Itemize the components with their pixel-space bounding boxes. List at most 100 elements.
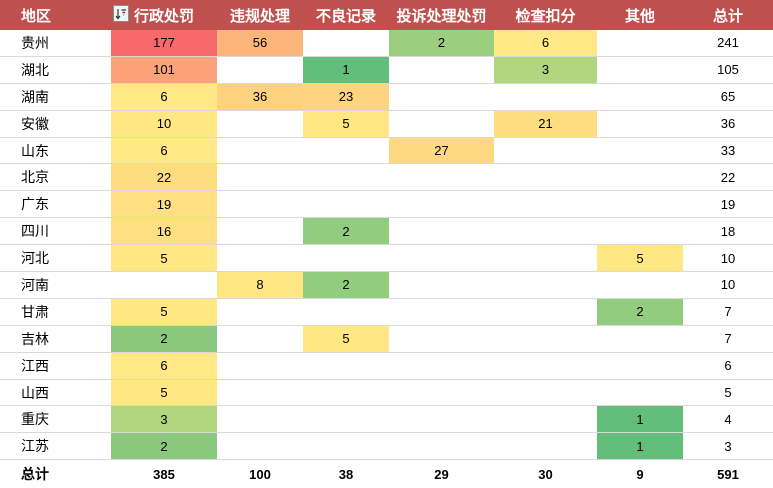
value-cell[interactable]	[303, 298, 389, 326]
column-header-administrative-penalty[interactable]: 行政处罚	[111, 0, 218, 30]
region-cell[interactable]: 甘肃	[0, 298, 111, 326]
value-cell[interactable]: 5	[111, 298, 217, 326]
value-cell[interactable]: 2	[389, 30, 494, 57]
value-cell[interactable]	[303, 137, 389, 165]
value-cell[interactable]	[597, 379, 683, 407]
column-header-violation-handling[interactable]: 违规处理	[217, 0, 304, 30]
region-header[interactable]: 地区	[0, 0, 129, 30]
value-cell[interactable]	[494, 217, 597, 246]
value-cell[interactable]: 23	[303, 83, 389, 111]
value-cell[interactable]	[389, 244, 494, 273]
region-cell[interactable]: 江西	[0, 352, 111, 380]
value-cell[interactable]: 5	[111, 379, 217, 407]
value-cell[interactable]	[217, 325, 303, 353]
value-cell[interactable]	[494, 244, 597, 273]
column-header-bad-record[interactable]: 不良记录	[303, 0, 390, 30]
value-cell[interactable]: 21	[494, 110, 597, 138]
value-cell[interactable]	[597, 30, 683, 57]
value-cell[interactable]	[389, 83, 494, 111]
value-cell[interactable]	[597, 163, 683, 192]
region-cell[interactable]: 河北	[0, 244, 111, 273]
row-total-cell[interactable]: 241	[683, 30, 773, 57]
row-total-cell[interactable]: 10	[683, 271, 773, 299]
value-cell[interactable]	[303, 405, 389, 434]
value-cell[interactable]	[303, 163, 389, 192]
row-total-cell[interactable]: 19	[683, 190, 773, 219]
grand-total-cell[interactable]: 38	[303, 459, 389, 488]
row-total-cell[interactable]: 65	[683, 83, 773, 111]
value-cell[interactable]: 2	[111, 432, 217, 461]
value-cell[interactable]	[303, 244, 389, 273]
value-cell[interactable]	[494, 271, 597, 299]
value-cell[interactable]: 3	[111, 405, 217, 434]
value-cell[interactable]	[494, 83, 597, 111]
value-cell[interactable]	[217, 405, 303, 434]
row-total-cell[interactable]: 7	[683, 298, 773, 326]
value-cell[interactable]: 2	[303, 217, 389, 246]
value-cell[interactable]	[389, 271, 494, 299]
value-cell[interactable]: 5	[303, 325, 389, 353]
value-cell[interactable]	[494, 432, 597, 461]
column-header-total[interactable]: 总计	[683, 0, 773, 30]
value-cell[interactable]	[389, 217, 494, 246]
sort-filter-icon[interactable]	[113, 5, 129, 22]
value-cell[interactable]: 2	[597, 298, 683, 326]
value-cell[interactable]: 1	[597, 405, 683, 434]
value-cell[interactable]: 5	[111, 244, 217, 273]
value-cell[interactable]: 36	[217, 83, 303, 111]
value-cell[interactable]: 22	[111, 163, 217, 192]
value-cell[interactable]	[494, 163, 597, 192]
value-cell[interactable]: 2	[303, 271, 389, 299]
value-cell[interactable]: 6	[494, 30, 597, 57]
value-cell[interactable]: 8	[217, 271, 303, 299]
value-cell[interactable]: 19	[111, 190, 217, 219]
value-cell[interactable]	[494, 298, 597, 326]
region-cell[interactable]: 重庆	[0, 405, 111, 434]
row-total-cell[interactable]: 33	[683, 137, 773, 165]
region-cell[interactable]: 江苏	[0, 432, 111, 461]
value-cell[interactable]	[303, 432, 389, 461]
value-cell[interactable]	[303, 30, 389, 57]
region-cell[interactable]: 广东	[0, 190, 111, 219]
row-total-cell[interactable]: 4	[683, 405, 773, 434]
value-cell[interactable]	[217, 379, 303, 407]
value-cell[interactable]: 1	[597, 432, 683, 461]
value-cell[interactable]	[389, 163, 494, 192]
region-cell[interactable]: 河南	[0, 271, 111, 299]
value-cell[interactable]	[217, 110, 303, 138]
value-cell[interactable]	[597, 83, 683, 111]
value-cell[interactable]	[494, 325, 597, 353]
grand-total-cell[interactable]: 30	[494, 459, 597, 488]
value-cell[interactable]	[494, 405, 597, 434]
value-cell[interactable]	[111, 271, 217, 299]
value-cell[interactable]	[389, 325, 494, 353]
value-cell[interactable]	[389, 379, 494, 407]
value-cell[interactable]	[303, 352, 389, 380]
value-cell[interactable]: 56	[217, 30, 303, 57]
column-header-complaint-penalty[interactable]: 投诉处理处罚	[389, 0, 495, 30]
value-cell[interactable]: 5	[597, 244, 683, 273]
grand-total-label[interactable]: 总计	[0, 459, 111, 488]
region-cell[interactable]: 湖北	[0, 56, 111, 84]
row-total-cell[interactable]: 7	[683, 325, 773, 353]
region-cell[interactable]: 山东	[0, 137, 111, 165]
value-cell[interactable]: 101	[111, 56, 217, 84]
value-cell[interactable]	[597, 217, 683, 246]
value-cell[interactable]	[217, 217, 303, 246]
value-cell[interactable]	[494, 190, 597, 219]
region-cell[interactable]: 山西	[0, 379, 111, 407]
value-cell[interactable]	[389, 298, 494, 326]
value-cell[interactable]	[303, 190, 389, 219]
value-cell[interactable]	[217, 137, 303, 165]
region-cell[interactable]: 吉林	[0, 325, 111, 353]
grand-total-sum[interactable]: 591	[683, 459, 773, 488]
column-header-inspection-deduction[interactable]: 检查扣分	[494, 0, 598, 30]
value-cell[interactable]	[597, 190, 683, 219]
value-cell[interactable]	[389, 352, 494, 380]
value-cell[interactable]: 16	[111, 217, 217, 246]
region-cell[interactable]: 四川	[0, 217, 111, 246]
value-cell[interactable]	[494, 352, 597, 380]
value-cell[interactable]: 3	[494, 56, 597, 84]
value-cell[interactable]: 10	[111, 110, 217, 138]
region-cell[interactable]: 安徽	[0, 110, 111, 138]
